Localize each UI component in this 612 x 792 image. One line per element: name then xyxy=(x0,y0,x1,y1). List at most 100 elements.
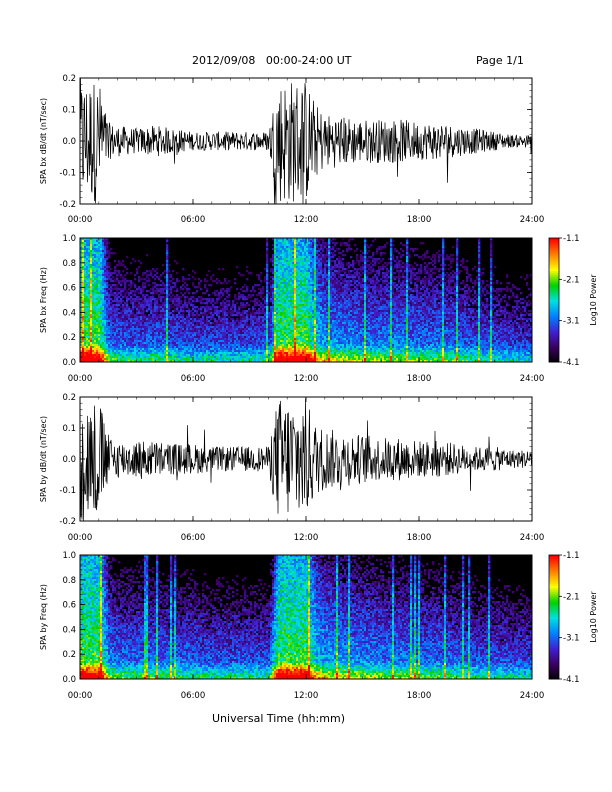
spectrogram-cell xyxy=(298,302,301,305)
spectrogram-cell xyxy=(146,302,149,305)
spectrogram-cell xyxy=(260,272,263,275)
spectrogram-cell xyxy=(98,282,101,285)
spectrogram-cell xyxy=(286,350,289,353)
spectrogram-cell xyxy=(116,308,119,311)
spectrogram-cell xyxy=(298,316,301,319)
spectrogram-cell xyxy=(94,326,97,329)
spectrogram-cell xyxy=(88,256,91,259)
spectrogram-cell xyxy=(116,320,119,323)
spectrogram-cell xyxy=(132,358,135,361)
spectrogram-cell xyxy=(102,238,105,241)
spectrogram-cell xyxy=(86,290,89,293)
spectrogram-cell xyxy=(126,344,129,347)
spectrogram-cell xyxy=(200,352,203,355)
spectrogram-cell xyxy=(86,270,89,273)
spectrogram-cell xyxy=(96,320,99,323)
spectrogram-cell xyxy=(186,290,189,293)
spectrogram-cell xyxy=(142,348,145,351)
spectrogram-cell xyxy=(142,346,145,349)
spectrogram-cell xyxy=(202,334,205,337)
spectrogram-cell xyxy=(262,298,265,301)
spectrogram-cell xyxy=(296,350,299,353)
spectrogram-cell xyxy=(284,298,287,301)
spectrogram-cell xyxy=(296,344,299,347)
spectrogram-cell xyxy=(176,354,179,357)
spectrogram-cell xyxy=(282,270,285,273)
spectrogram-cell xyxy=(248,352,251,355)
spectrogram-cell xyxy=(130,302,133,305)
spectrogram-cell xyxy=(132,318,135,321)
spectrogram-cell xyxy=(284,278,287,281)
spectrogram-cell xyxy=(284,276,287,279)
spectrogram-cell xyxy=(150,330,153,333)
spectrogram-cell xyxy=(226,324,229,327)
spectrogram-cell xyxy=(302,238,305,241)
spectrogram-cell xyxy=(182,314,185,317)
spectrogram-cell xyxy=(184,304,187,307)
spectrogram-cell xyxy=(102,348,105,351)
spectrogram-cell xyxy=(290,286,293,289)
spectrogram-cell xyxy=(200,306,203,309)
spectrogram-cell xyxy=(292,326,295,329)
spectrogram-cell xyxy=(274,238,277,241)
spectrogram-cell xyxy=(110,318,113,321)
spectrogram-cell xyxy=(228,326,231,329)
spectrogram-cell xyxy=(294,294,297,297)
spectrogram-cell xyxy=(182,328,185,331)
spectrogram-cell xyxy=(154,358,157,361)
spectrogram-cell xyxy=(272,344,275,347)
spectrogram-cell xyxy=(116,318,119,321)
spectrogram-cell xyxy=(98,312,101,315)
spectrogram-cell xyxy=(164,298,167,301)
spectrogram-cell xyxy=(122,342,125,345)
spectrogram-cell xyxy=(170,326,173,329)
spectrogram-cell xyxy=(80,302,83,305)
spectrogram-cell xyxy=(190,298,193,301)
spectrogram-cell xyxy=(180,320,183,323)
spectrogram-cell xyxy=(300,350,303,353)
spectrogram-cell xyxy=(200,344,203,347)
spectrogram-cell xyxy=(156,310,159,313)
spectrogram-cell xyxy=(244,306,247,309)
spectrogram-cell xyxy=(206,320,209,323)
spectrogram-cell xyxy=(232,358,235,361)
spectrogram-cell xyxy=(126,354,129,357)
spectrogram-cell xyxy=(82,302,85,305)
spectrogram-cell xyxy=(302,294,305,297)
spectrogram-cell xyxy=(224,302,227,305)
spectrogram-cell xyxy=(116,314,119,317)
spectrogram-cell xyxy=(282,244,285,247)
spectrogram-cell xyxy=(116,298,119,301)
spectrogram-cell xyxy=(244,334,247,337)
spectrogram-cell xyxy=(190,344,193,347)
spectrogram-cell xyxy=(178,334,181,337)
spectrogram-cell xyxy=(84,322,87,325)
spectrogram-cell xyxy=(90,248,93,251)
spectrogram-cell xyxy=(286,340,289,343)
spectrogram-cell xyxy=(224,320,227,323)
spectrogram-cell xyxy=(286,272,289,275)
spectrogram-cell xyxy=(238,298,241,301)
spectrogram-cell xyxy=(248,330,251,333)
spectrogram-cell xyxy=(266,334,269,337)
spectrogram-cell xyxy=(202,302,205,305)
spectrogram-cell xyxy=(248,326,251,329)
spectrogram-cell xyxy=(160,360,163,363)
spectrogram-cell xyxy=(238,294,241,297)
spectrogram-cell xyxy=(100,270,103,273)
spectrogram-cell xyxy=(174,308,177,311)
spectrogram-cell xyxy=(236,360,239,363)
spectrogram-cell xyxy=(276,274,279,277)
spectrogram-cell xyxy=(158,298,161,301)
spectrogram-cell xyxy=(114,296,117,299)
spectrogram-cell xyxy=(140,318,143,321)
spectrogram-cell xyxy=(268,346,271,349)
spectrogram-cell xyxy=(172,328,175,331)
spectrogram-cell xyxy=(80,338,83,341)
spectrogram-cell xyxy=(220,346,223,349)
spectrogram-cell xyxy=(242,346,245,349)
spectrogram-cell xyxy=(168,310,171,313)
spectrogram-cell xyxy=(82,264,85,267)
spectrogram-cell xyxy=(134,290,137,293)
spectrogram-cell xyxy=(168,312,171,315)
